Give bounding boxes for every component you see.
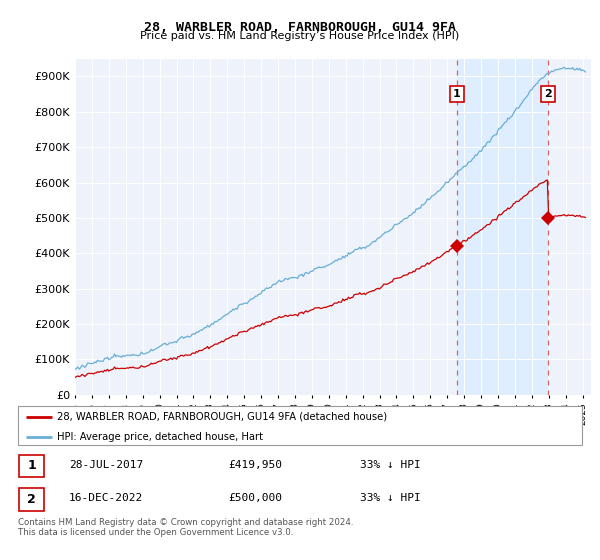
Text: 2: 2 xyxy=(544,89,552,99)
Text: 28, WARBLER ROAD, FARNBOROUGH, GU14 9FA: 28, WARBLER ROAD, FARNBOROUGH, GU14 9FA xyxy=(144,21,456,34)
Text: £500,000: £500,000 xyxy=(228,493,282,503)
Text: 28-JUL-2017: 28-JUL-2017 xyxy=(69,460,143,469)
Text: 33% ↓ HPI: 33% ↓ HPI xyxy=(360,493,421,503)
FancyBboxPatch shape xyxy=(18,406,582,445)
Text: £419,950: £419,950 xyxy=(228,460,282,469)
Text: 28, WARBLER ROAD, FARNBOROUGH, GU14 9FA (detached house): 28, WARBLER ROAD, FARNBOROUGH, GU14 9FA … xyxy=(58,412,388,422)
Text: HPI: Average price, detached house, Hart: HPI: Average price, detached house, Hart xyxy=(58,432,263,442)
Text: 1: 1 xyxy=(27,459,36,473)
FancyBboxPatch shape xyxy=(19,488,44,511)
Text: 33% ↓ HPI: 33% ↓ HPI xyxy=(360,460,421,469)
Text: Price paid vs. HM Land Registry’s House Price Index (HPI): Price paid vs. HM Land Registry’s House … xyxy=(140,31,460,41)
Text: Contains HM Land Registry data © Crown copyright and database right 2024.
This d: Contains HM Land Registry data © Crown c… xyxy=(18,518,353,538)
Text: 2: 2 xyxy=(27,493,36,506)
FancyBboxPatch shape xyxy=(19,455,44,477)
Bar xyxy=(457,59,548,395)
Text: 16-DEC-2022: 16-DEC-2022 xyxy=(69,493,143,503)
Text: 1: 1 xyxy=(453,89,461,99)
